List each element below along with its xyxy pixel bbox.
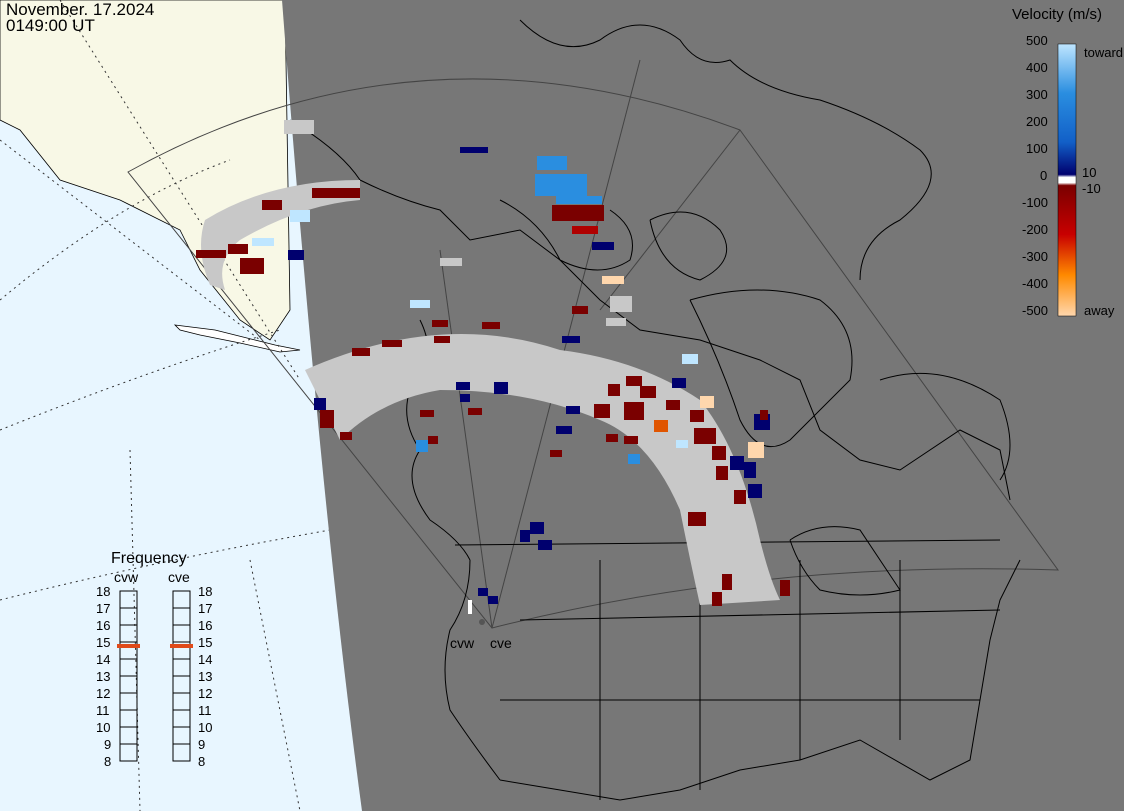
frequency-level-label: 13 [198, 669, 213, 684]
colorbar-tick: -300 [1022, 249, 1049, 264]
frequency-cell [172, 709, 191, 728]
colorbar-tick: -400 [1022, 276, 1049, 291]
ground-scatter [201, 120, 780, 605]
selected-frequency-marker [170, 644, 193, 648]
frequency-cell [172, 658, 191, 677]
frequency-level-label: 14 [198, 652, 213, 667]
frequency-cell [172, 675, 191, 694]
colorbar-tick: -200 [1022, 222, 1049, 237]
frequency-level-label: 17 [198, 601, 213, 616]
colorbar-tick: -100 [1022, 195, 1049, 210]
colorbar-tick: 0 [1040, 168, 1048, 183]
frequency-level-label: 18 [96, 584, 111, 599]
aleutian-peninsula [173, 324, 301, 353]
colorbar-tick: 200 [1026, 114, 1048, 129]
radar-label-cve: cve [490, 635, 512, 651]
frequency-level-label: 10 [198, 720, 213, 735]
frequency-cell [119, 658, 138, 677]
grid-lines-day [0, 0, 331, 811]
colorbar-tick-neg10: -10 [1082, 181, 1101, 196]
frequency-level-label: 18 [198, 584, 213, 599]
frequency-level-label: 8 [104, 754, 112, 769]
frequency-cell [172, 590, 191, 609]
frequency-level-label: 9 [104, 737, 112, 752]
frequency-level-label: 17 [96, 601, 111, 616]
frequency-cell [119, 624, 138, 643]
frequency-cell [172, 692, 191, 711]
frequency-level-label: 16 [96, 618, 111, 633]
frequency-level-label: 15 [96, 635, 111, 650]
colorbar-tick: -500 [1022, 303, 1049, 318]
frequency-level-label: 11 [96, 703, 110, 718]
radar-label-cvw: cvw [450, 635, 475, 651]
away-label: away [1084, 303, 1115, 318]
frequency-level-label: 10 [96, 720, 111, 735]
colorbar-tick: 300 [1026, 87, 1048, 102]
velocity-cells [196, 147, 790, 606]
frequency-cell [172, 624, 191, 643]
radar-code-cve: cve [168, 569, 190, 585]
frequency-level-label: 8 [198, 754, 206, 769]
colorbar-tick: 100 [1026, 141, 1048, 156]
frequency-level-label: 9 [198, 737, 206, 752]
frequency-level-label: 12 [198, 686, 213, 701]
frequency-cell [119, 675, 138, 694]
frequency-level-label: 12 [96, 686, 111, 701]
frequency-cell [119, 692, 138, 711]
colorbar-tick: 500 [1026, 33, 1048, 48]
frequency-cell [172, 607, 191, 626]
frequency-cell [119, 709, 138, 728]
frequency-title: Frequency [111, 550, 187, 567]
date-label: November. 17.2024 [6, 0, 155, 19]
radar-code-cvw: cvw [114, 569, 139, 585]
selected-frequency-marker [117, 644, 140, 648]
frequency-cell [119, 590, 138, 609]
frequency-cell [119, 743, 138, 762]
colorbar-tick-10: 10 [1082, 165, 1097, 180]
fov-outline [127, 59, 1060, 629]
toward-label: toward [1084, 45, 1124, 60]
radar-sites [468, 600, 485, 625]
colorbar-title: Velocity (m/s) [1012, 6, 1103, 23]
frequency-level-label: 15 [198, 635, 213, 650]
frequency-level-label: 11 [198, 703, 212, 718]
time-label: 0149:00 UT [6, 16, 95, 35]
frequency-cell [172, 726, 191, 745]
frequency-level-label: 16 [198, 618, 213, 633]
frequency-cell [119, 726, 138, 745]
colorbar-tick: 400 [1026, 60, 1048, 75]
frequency-cell [119, 607, 138, 626]
frequency-level-label: 14 [96, 652, 111, 667]
frequency-level-label: 13 [96, 669, 111, 684]
velocity-colorbar [1057, 43, 1077, 317]
frequency-cell [172, 743, 191, 762]
